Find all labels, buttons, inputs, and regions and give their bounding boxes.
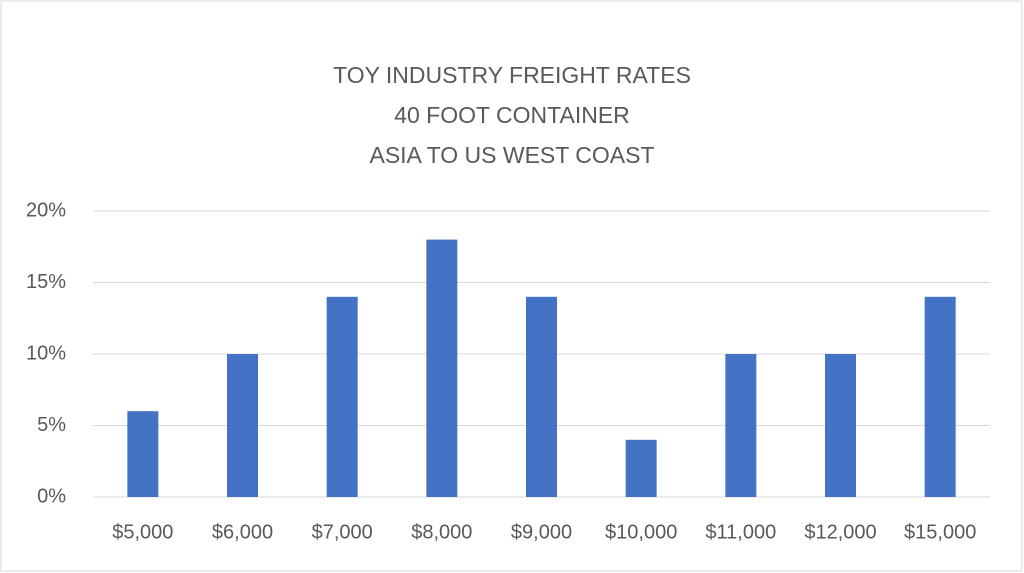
x-tick-label: $15,000 <box>904 521 976 543</box>
bar <box>426 239 458 497</box>
x-tick-label: $6,000 <box>212 521 273 543</box>
y-tick-label: 5% <box>37 414 66 436</box>
bar <box>625 439 657 497</box>
x-tick-label: $7,000 <box>312 521 373 543</box>
x-tick-label: $9,000 <box>511 521 572 543</box>
bar <box>127 411 159 497</box>
x-tick-label: $11,000 <box>705 521 776 543</box>
y-tick-label: 10% <box>26 342 66 364</box>
x-tick-label: $8,000 <box>411 521 472 543</box>
bar <box>227 354 258 497</box>
y-tick-label: 20% <box>26 199 66 221</box>
x-tick-label: $5,000 <box>112 521 173 543</box>
bar <box>825 354 856 497</box>
bar <box>924 296 956 497</box>
bar <box>526 296 557 497</box>
chart-title: 40 FOOT CONTAINER <box>394 102 630 128</box>
x-tick-label: $12,000 <box>804 521 876 543</box>
y-tick-label: 0% <box>37 485 66 507</box>
y-tick-label: 15% <box>26 271 66 293</box>
x-tick-label: $10,000 <box>605 521 677 543</box>
chart-title: TOY INDUSTRY FREIGHT RATES <box>333 62 691 88</box>
bar <box>725 354 757 497</box>
bar <box>326 296 358 497</box>
chart-title: ASIA TO US WEST COAST <box>369 142 654 168</box>
